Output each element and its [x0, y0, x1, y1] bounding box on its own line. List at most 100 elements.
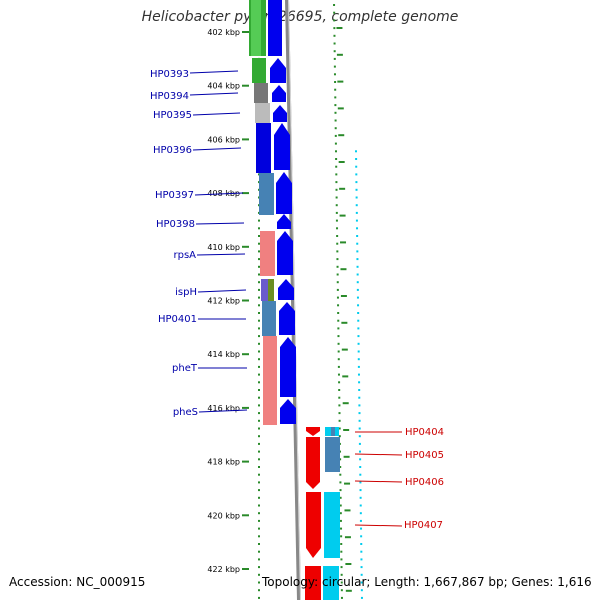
cds-arrow-rpsA[interactable]: [277, 231, 293, 275]
label-pheS[interactable]: pheS: [173, 407, 198, 418]
cds-arrow-hp0394[interactable]: [272, 85, 286, 102]
cds-arrow-hp0401[interactable]: [279, 302, 295, 335]
guide-dot: [258, 281, 260, 284]
guide-dot: [357, 319, 360, 322]
cog-block-hp0405[interactable]: [325, 437, 340, 472]
label-hp0407[interactable]: HP0407: [404, 520, 443, 531]
outer-track-dash: [340, 241, 347, 244]
outer-track-dash: [340, 295, 347, 297]
cog-block-hp0394[interactable]: [254, 83, 268, 103]
guide-dot: [355, 188, 358, 191]
outer-track-dash: [340, 268, 347, 271]
label-hp0398[interactable]: HP0398: [156, 219, 195, 230]
reverse-cds-track: [305, 427, 321, 600]
cog-block-hp0396[interactable]: [256, 123, 271, 173]
cog-block-ispH[interactable]: [261, 279, 268, 301]
guide-dot: [337, 327, 340, 330]
cog-block-hp0395[interactable]: [255, 103, 270, 123]
guide-dot: [359, 458, 362, 461]
guide-dot: [359, 504, 362, 507]
leader-hp0406: [354, 480, 403, 483]
label-hp0397[interactable]: HP0397: [155, 190, 194, 201]
guide-dot: [356, 281, 359, 284]
cds-block-next[interactable]: [305, 566, 321, 600]
guide-dot: [258, 427, 260, 430]
label-hp0396[interactable]: HP0396: [153, 145, 192, 156]
leader-hp0397: [194, 192, 244, 196]
label-hp0393[interactable]: HP0393: [150, 69, 189, 80]
guide-dot: [258, 404, 260, 407]
cog-block-hp0397[interactable]: [259, 173, 274, 215]
guide-dot: [358, 419, 361, 422]
label-rpsA[interactable]: rpsA: [173, 250, 196, 261]
label-hp0394[interactable]: HP0394: [150, 91, 189, 102]
guide-dot: [335, 165, 338, 168]
guide-dot: [358, 427, 361, 430]
cds-arrow-hp0405[interactable]: [306, 437, 320, 480]
cds-arrow-hp0404[interactable]: [306, 427, 320, 436]
cds-arrow-pheS[interactable]: [280, 399, 296, 424]
guide-dot: [333, 27, 336, 30]
guide-dot: [339, 481, 342, 484]
cds-arrow-hp0406[interactable]: [306, 473, 320, 489]
guide-dot: [336, 281, 339, 284]
guide-dot: [333, 57, 336, 60]
guide-dot: [334, 127, 337, 130]
guide-dot: [335, 219, 338, 222]
guide-dot: [360, 527, 363, 530]
guide-dot: [335, 150, 338, 153]
guide-dot: [258, 504, 260, 507]
guide-dot: [339, 504, 342, 507]
guide-dot: [258, 566, 260, 569]
guide-dot: [358, 389, 361, 391]
guide-dot: [333, 11, 336, 14]
outer-track-dash: [345, 563, 352, 565]
cds-arrow-hp0398[interactable]: [277, 214, 291, 229]
label-hp0395[interactable]: HP0395: [153, 110, 192, 121]
cds-arrow-hp0395[interactable]: [273, 105, 287, 122]
cog-block-hp0401[interactable]: [262, 301, 276, 336]
cds-arrow-hp0393[interactable]: [268, 0, 282, 56]
guide-dot: [339, 519, 342, 522]
guide-dot: [356, 235, 359, 237]
cds-arrow-ispH[interactable]: [278, 279, 294, 300]
guide-dot: [360, 589, 363, 592]
cds-arrow-pheT[interactable]: [280, 337, 296, 397]
guide-dot: [337, 304, 340, 307]
guide-dot: [258, 365, 260, 368]
guide-dot: [340, 543, 343, 545]
label-ispH[interactable]: ispH: [175, 287, 197, 298]
guide-dot: [333, 42, 336, 45]
cds-arrow-hp0407[interactable]: [306, 492, 321, 558]
guide-dot: [336, 265, 339, 268]
cog-block-next[interactable]: [323, 566, 339, 600]
guide-dot: [258, 519, 260, 522]
outer-track-dash: [343, 429, 350, 431]
guide-dot: [357, 312, 360, 314]
cog-block-hp0404-b: [331, 427, 335, 436]
outer-track-dash: [345, 589, 352, 592]
cog-block-rpsA[interactable]: [260, 231, 275, 276]
cds-arrow-hp0397[interactable]: [276, 172, 292, 214]
label-pheT[interactable]: pheT: [172, 363, 198, 374]
cog-block-hp0407[interactable]: [324, 492, 340, 558]
guide-dot: [338, 381, 341, 384]
guide-dot: [340, 566, 343, 569]
label-hp0404[interactable]: HP0404: [405, 427, 444, 438]
guide-dot: [334, 119, 337, 122]
guide-dot: [338, 404, 341, 407]
label-hp0405[interactable]: HP0405: [405, 450, 444, 461]
cog-block-pheT[interactable]: [263, 336, 277, 398]
cog-block-pheS[interactable]: [263, 398, 277, 425]
guide-dot: [338, 427, 341, 430]
label-hp0401[interactable]: HP0401: [158, 314, 197, 325]
guide-dot: [258, 242, 260, 245]
outer-track-dash: [343, 455, 350, 458]
cds-arrow-hp0396[interactable]: [274, 123, 290, 170]
label-hp0406[interactable]: HP0406: [405, 477, 444, 488]
guide-dot: [336, 296, 339, 299]
guide-dot: [335, 211, 338, 214]
guide-dot: [358, 412, 361, 415]
cds-arrow-hp0393-head[interactable]: [270, 58, 286, 83]
